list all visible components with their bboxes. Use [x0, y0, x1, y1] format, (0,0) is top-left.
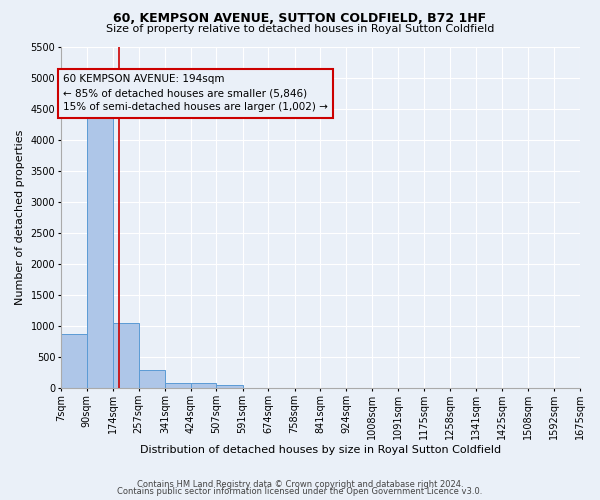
- Bar: [113, 323, 139, 388]
- Bar: [191, 384, 217, 388]
- Bar: [139, 370, 165, 388]
- Text: Contains public sector information licensed under the Open Government Licence v3: Contains public sector information licen…: [118, 487, 482, 496]
- Y-axis label: Number of detached properties: Number of detached properties: [15, 130, 25, 305]
- Bar: [217, 386, 242, 388]
- Text: 60, KEMPSON AVENUE, SUTTON COLDFIELD, B72 1HF: 60, KEMPSON AVENUE, SUTTON COLDFIELD, B7…: [113, 12, 487, 26]
- Bar: [165, 383, 191, 388]
- Text: Size of property relative to detached houses in Royal Sutton Coldfield: Size of property relative to detached ho…: [106, 24, 494, 34]
- Bar: [86, 106, 113, 389]
- X-axis label: Distribution of detached houses by size in Royal Sutton Coldfield: Distribution of detached houses by size …: [140, 445, 501, 455]
- Text: Contains HM Land Registry data © Crown copyright and database right 2024.: Contains HM Land Registry data © Crown c…: [137, 480, 463, 489]
- Bar: [61, 334, 86, 388]
- Text: 60 KEMPSON AVENUE: 194sqm
← 85% of detached houses are smaller (5,846)
15% of se: 60 KEMPSON AVENUE: 194sqm ← 85% of detac…: [64, 74, 328, 112]
